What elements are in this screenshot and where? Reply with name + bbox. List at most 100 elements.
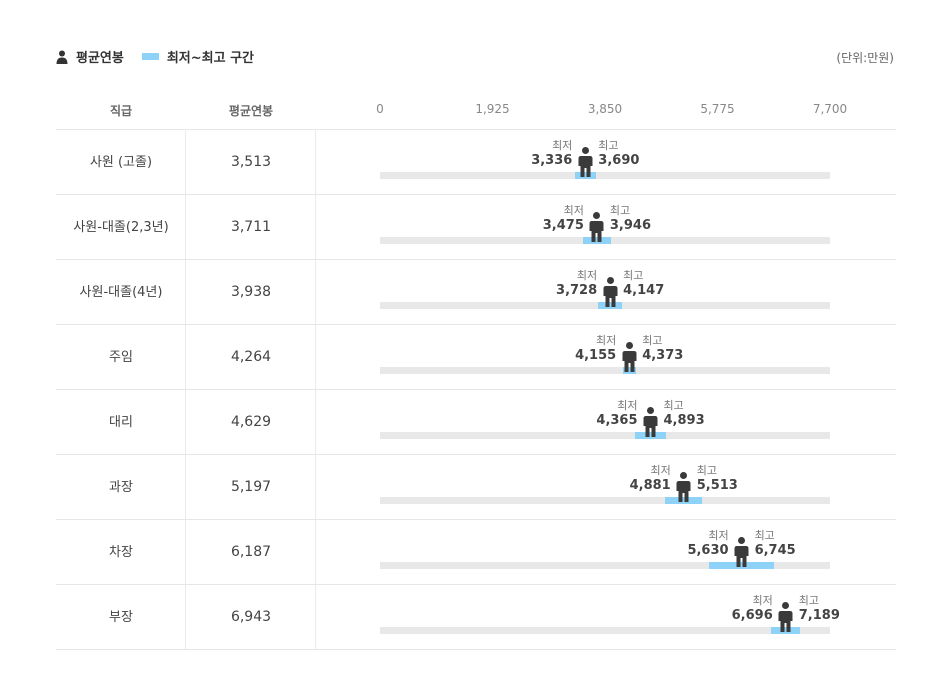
max-value: 6,745 — [754, 543, 796, 558]
range-bar — [709, 562, 775, 569]
person-figure-icon — [578, 147, 593, 177]
person-figure-icon — [603, 277, 618, 307]
min-caption: 최저 — [650, 464, 671, 477]
avg-salary-value: 6,943 — [230, 609, 272, 625]
axis-tick-label: 0 — [376, 102, 384, 116]
avg-salary-value: 3,513 — [230, 154, 272, 170]
max-label: 최고 7,189 — [799, 594, 840, 624]
max-caption: 최고 — [663, 399, 684, 412]
person-figure-icon — [734, 537, 749, 567]
row-divider — [56, 324, 896, 325]
max-value: 7,189 — [798, 608, 840, 623]
legend-range-swatch — [141, 53, 159, 60]
min-caption: 최저 — [552, 139, 573, 152]
legend-avg-label: 평균연봉 — [76, 51, 124, 66]
max-label: 최고 4,893 — [664, 399, 705, 429]
max-value: 4,373 — [642, 348, 684, 363]
range-bar — [635, 432, 666, 439]
person-icon — [56, 50, 68, 64]
range-bar — [771, 627, 801, 634]
min-label: 최저 3,475 — [543, 204, 584, 234]
range-track — [380, 497, 830, 504]
range-bar — [583, 237, 611, 244]
avg-salary-value: 5,197 — [230, 479, 272, 495]
min-value: 3,336 — [531, 153, 573, 168]
max-label: 최고 3,946 — [610, 204, 651, 234]
min-label: 최저 4,881 — [630, 464, 671, 494]
min-caption: 최저 — [708, 529, 729, 542]
avg-salary-value: 6,187 — [230, 544, 272, 560]
row-divider — [56, 389, 896, 390]
person-figure-icon — [589, 212, 604, 242]
avg-salary-value: 3,938 — [230, 284, 272, 300]
min-value: 5,630 — [687, 543, 729, 558]
max-label: 최고 4,373 — [642, 334, 683, 364]
min-caption: 최저 — [595, 334, 617, 347]
axis-tick-label: 1,925 — [475, 102, 510, 116]
range-track — [380, 172, 830, 179]
min-label: 최저 4,365 — [596, 399, 637, 429]
row-divider — [56, 649, 896, 650]
chart-row: 대리 4,629 최저 4,365 최고 4,893 — [0, 390, 952, 455]
person-figure-icon — [676, 472, 691, 502]
rank-label: 사원-대졸(4년) — [79, 285, 163, 300]
min-caption: 최저 — [752, 594, 773, 607]
chart-row: 사원 (고졸) 3,513 최저 3,336 최고 3,690 — [0, 130, 952, 195]
max-caption: 최고 — [754, 529, 775, 542]
row-divider — [56, 519, 896, 520]
max-caption: 최고 — [798, 594, 819, 607]
row-divider — [56, 584, 896, 585]
header-divider — [56, 129, 896, 130]
range-bar — [665, 497, 703, 504]
max-label: 최고 4,147 — [623, 269, 664, 299]
legend-range-label: 최저~최고 구간 — [166, 51, 255, 66]
rank-label: 주임 — [109, 350, 133, 365]
rank-label: 대리 — [109, 415, 133, 430]
max-label: 최고 5,513 — [697, 464, 738, 494]
header-avg: 평균연봉 — [228, 104, 274, 118]
max-value: 3,946 — [609, 218, 651, 233]
min-value: 4,365 — [596, 413, 638, 428]
avg-salary-value: 3,711 — [230, 219, 272, 235]
chart-row: 사원-대졸(2,3년) 3,711 최저 3,475 최고 3,946 — [0, 195, 952, 260]
person-figure-icon — [778, 602, 793, 632]
range-track — [380, 627, 830, 634]
max-caption: 최고 — [598, 139, 619, 152]
chart-row: 차장 6,187 최저 5,630 최고 6,745 — [0, 520, 952, 585]
max-value: 3,690 — [598, 153, 640, 168]
unit-label: (단위:만원) — [836, 51, 894, 65]
rank-label: 부장 — [109, 610, 133, 625]
min-label: 최저 3,728 — [556, 269, 597, 299]
max-label: 최고 3,690 — [598, 139, 639, 169]
chart-row: 과장 5,197 최저 4,881 최고 5,513 — [0, 455, 952, 520]
max-caption: 최고 — [642, 334, 663, 347]
range-track — [380, 432, 830, 439]
min-caption: 최저 — [563, 204, 584, 217]
min-label: 최저 6,696 — [732, 594, 773, 624]
min-caption: 최저 — [617, 399, 638, 412]
chart-row: 주임 4,264 최저 4,155 최고 4,373 — [0, 325, 952, 390]
max-value: 5,513 — [696, 478, 738, 493]
range-bar — [597, 302, 623, 309]
header-rank: 직급 — [109, 104, 133, 118]
row-divider — [56, 454, 896, 455]
min-value: 4,155 — [575, 348, 617, 363]
range-bar — [622, 367, 636, 374]
rank-label: 과장 — [109, 480, 133, 495]
min-value: 3,475 — [542, 218, 584, 233]
person-figure-icon — [643, 407, 658, 437]
axis-tick-label: 3,850 — [587, 102, 623, 116]
max-value: 4,893 — [663, 413, 705, 428]
rank-label: 사원-대졸(2,3년) — [73, 220, 169, 235]
range-bar — [574, 172, 596, 179]
avg-salary-value: 4,629 — [230, 414, 272, 430]
axis-tick-label: 7,700 — [812, 102, 848, 116]
row-divider — [56, 259, 896, 260]
max-value: 4,147 — [623, 283, 665, 298]
max-caption: 최고 — [609, 204, 631, 217]
axis-tick-label: 5,775 — [700, 102, 735, 116]
min-value: 4,881 — [629, 478, 671, 493]
rank-label: 차장 — [109, 545, 133, 560]
legend: 평균연봉 최저~최고 구간 — [56, 47, 254, 66]
min-label: 최저 5,630 — [687, 529, 728, 559]
